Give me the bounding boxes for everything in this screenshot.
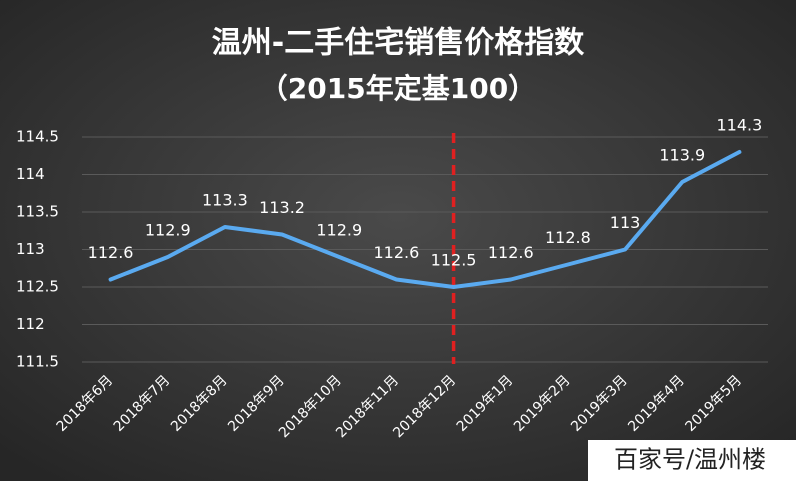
data-label: 113 (610, 213, 641, 232)
data-label: 112.8 (545, 228, 591, 247)
y-tick-label: 113 (16, 240, 45, 258)
data-label: 113.9 (659, 146, 705, 165)
watermark: 百家号/温州楼 (614, 446, 766, 474)
y-tick-label: 114.5 (16, 128, 59, 146)
data-label: 113.3 (202, 191, 248, 210)
y-tick-label: 111.5 (16, 353, 59, 371)
data-label: 112.6 (488, 243, 534, 262)
line (108, 150, 742, 289)
data-label: 112.6 (374, 243, 420, 262)
data-label: 113.2 (259, 198, 305, 217)
data-label: 114.3 (717, 116, 763, 135)
watermark-box (588, 440, 796, 481)
chart-title: 温州-二手住宅销售价格指数 (212, 26, 585, 61)
data-label: 112.5 (431, 251, 477, 270)
chart-subtitle: （2015年定基100） (260, 72, 536, 105)
data-label: 112.9 (145, 221, 191, 240)
data-label: 112.6 (88, 243, 134, 262)
data-label: 112.9 (316, 221, 362, 240)
y-tick-label: 112.5 (16, 278, 59, 296)
y-tick-label: 112 (16, 315, 45, 333)
y-tick-label: 113.5 (16, 203, 59, 221)
y-tick-label: 114 (16, 165, 45, 183)
